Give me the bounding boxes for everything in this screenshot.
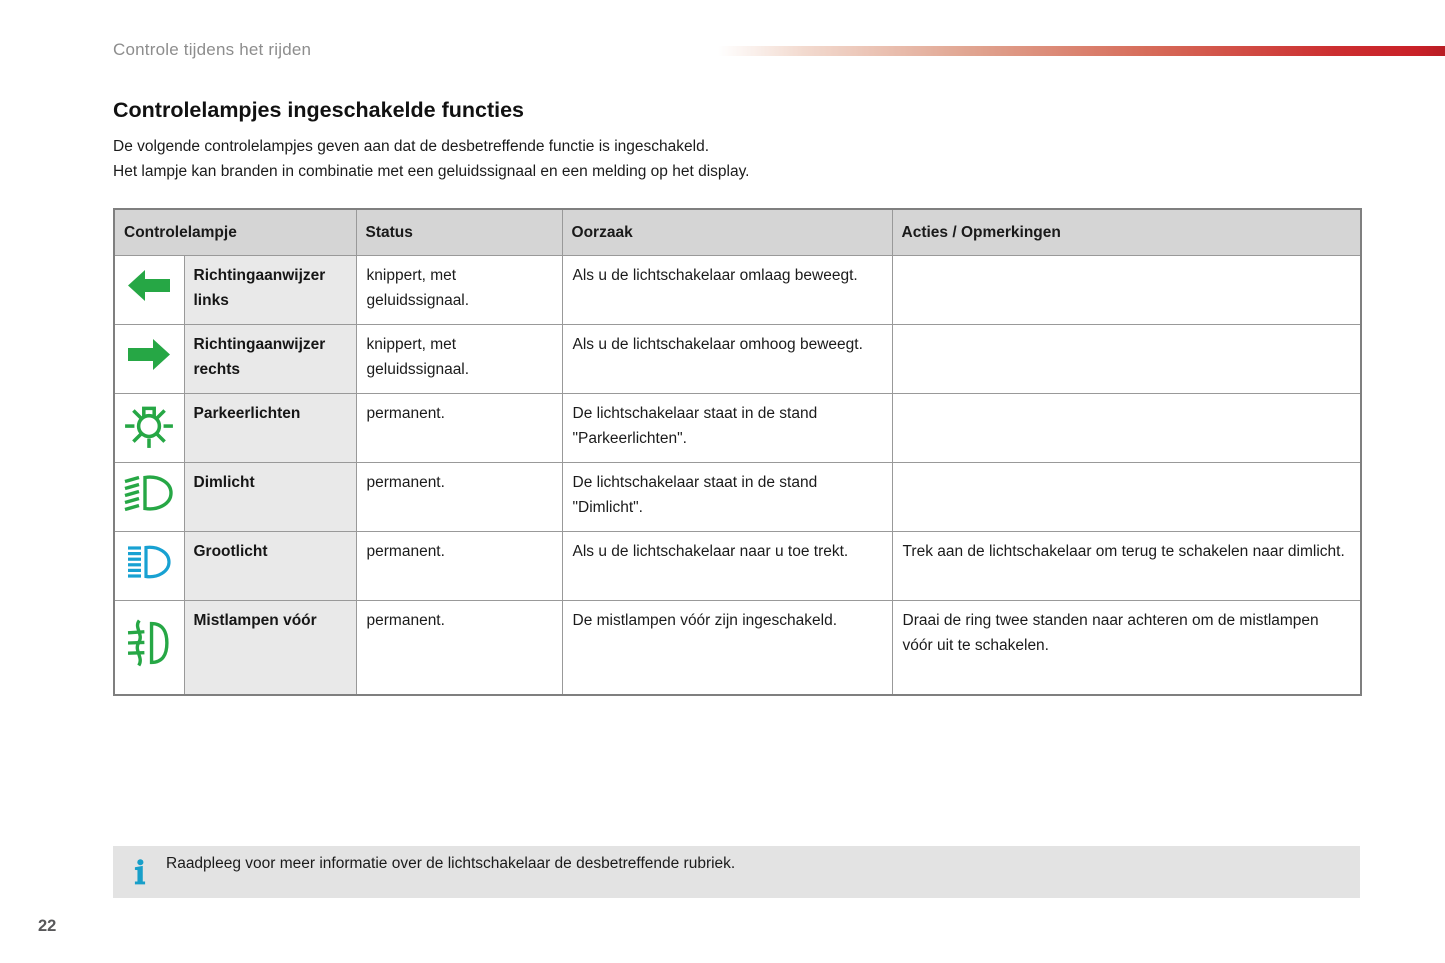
lamp-acties (891, 323, 1362, 394)
lamp-status: permanent. (355, 392, 563, 463)
lamp-status: permanent. (355, 530, 563, 601)
col-header-controlelampje: Controlelampje (113, 208, 357, 256)
col-header-acties: Acties / Opmerkingen (891, 208, 1362, 256)
lamp-status: knippert, met geluidssignaal. (355, 323, 563, 394)
table-row: Parkeerlichten permanent. De lichtschake… (113, 392, 1362, 463)
lamp-acties (891, 461, 1362, 532)
lamp-oorzaak: De mistlampen vóór zijn ingeschakeld. (561, 599, 893, 696)
lamp-label: Parkeerlichten (183, 392, 357, 463)
col-header-status: Status (355, 208, 563, 256)
lamp-oorzaak: Als u de lichtschakelaar naar u toe trek… (561, 530, 893, 601)
page-number: 22 (38, 917, 57, 935)
table-row: Richtingaanwijzer rechts knippert, met g… (113, 323, 1362, 394)
table-row: Grootlicht permanent. Als u de lichtscha… (113, 530, 1362, 601)
table-row: Dimlicht permanent. De lichtschakelaar s… (113, 461, 1362, 532)
red-accent-bar (718, 46, 1445, 56)
lamp-label: Grootlicht (183, 530, 357, 601)
high-beam-icon (126, 545, 173, 587)
turn-signal-left-icon (128, 269, 171, 310)
lamp-acties: Trek aan de lichtschakelaar om terug te … (891, 530, 1362, 601)
parking-lights-icon (123, 398, 175, 458)
lamp-status: permanent. (355, 599, 563, 696)
turn-signal-right-icon (128, 338, 171, 379)
front-fog-lights-icon (127, 618, 172, 676)
lamp-label: Richtingaanwijzer links (183, 254, 357, 325)
intro-line-2: Het lampje kan branden in combinatie met… (113, 163, 750, 180)
info-icon (132, 854, 148, 890)
lamp-label: Dimlicht (183, 461, 357, 532)
intro-text: De volgende controlelampjes geven aan da… (113, 134, 749, 184)
info-note: Raadpleeg voor meer informatie over de l… (113, 846, 1360, 898)
lamp-label: Richtingaanwijzer rechts (183, 323, 357, 394)
table-row: Richtingaanwijzer links knippert, met ge… (113, 254, 1362, 325)
note-text: Raadpleeg voor meer informatie over de l… (166, 855, 736, 872)
lamp-oorzaak: De lichtschakelaar staat in de stand "Pa… (561, 392, 893, 463)
breadcrumb: Controle tijdens het rijden (113, 40, 312, 59)
intro-line-1: De volgende controlelampjes geven aan da… (113, 138, 710, 155)
col-header-oorzaak: Oorzaak (561, 208, 893, 256)
lamp-acties: Draai de ring twee standen naar achteren… (891, 599, 1362, 696)
lamp-acties (891, 392, 1362, 463)
lamp-status: knippert, met geluidssignaal. (355, 254, 563, 325)
indicator-lamps-table: Controlelampje Status Oorzaak Acties / O… (113, 208, 1363, 696)
page-title: Controlelampjes ingeschakelde functies (113, 98, 525, 122)
lamp-label: Mistlampen vóór (183, 599, 357, 696)
lamp-acties (891, 254, 1362, 325)
lamp-oorzaak: Als u de lichtschakelaar omhoog beweegt. (561, 323, 893, 394)
low-beam-icon (123, 474, 175, 520)
table-header-row: Controlelampje Status Oorzaak Acties / O… (113, 208, 1362, 256)
table-row: Mistlampen vóór permanent. De mistlampen… (113, 599, 1362, 696)
lamp-status: permanent. (355, 461, 563, 532)
lamp-oorzaak: Als u de lichtschakelaar omlaag beweegt. (561, 254, 893, 325)
lamp-oorzaak: De lichtschakelaar staat in de stand "Di… (561, 461, 893, 532)
